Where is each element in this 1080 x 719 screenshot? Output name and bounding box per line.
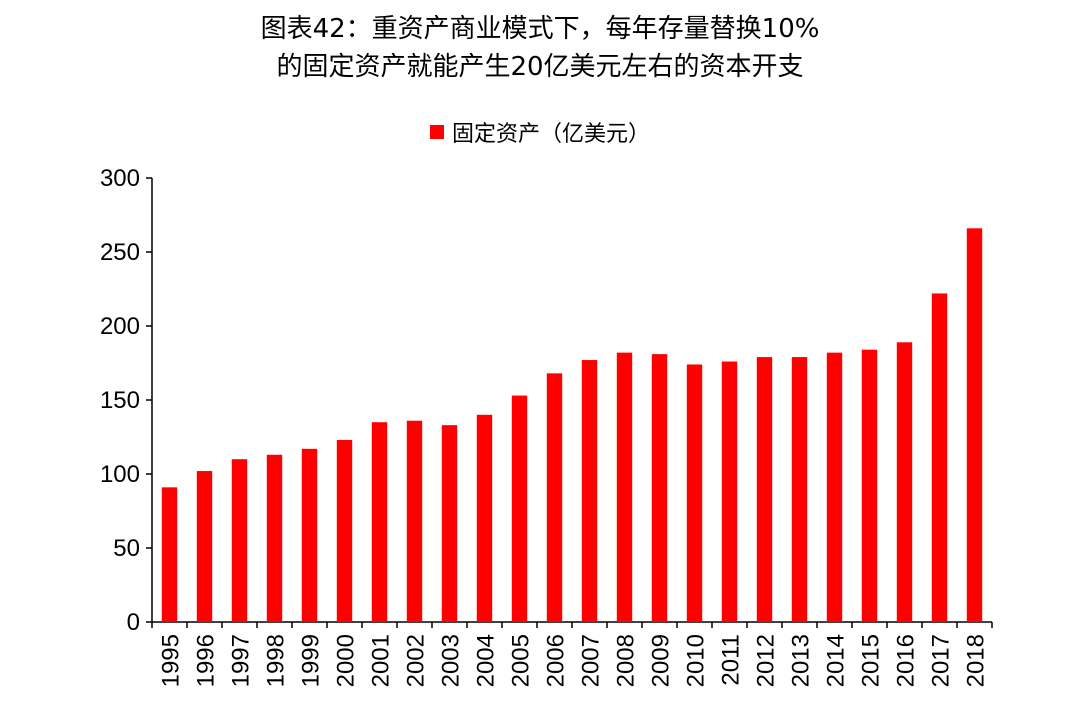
y-tick-label: 150 [100, 387, 140, 414]
bar-2016 [896, 342, 913, 622]
x-tick-label: 2013 [788, 634, 815, 687]
x-tick-label: 2003 [438, 634, 465, 687]
x-tick-label: 1995 [158, 634, 185, 687]
x-tick-label: 2002 [403, 634, 430, 687]
y-tick-label: 200 [100, 313, 140, 340]
y-tick-label: 100 [100, 461, 140, 488]
x-tick-label: 2007 [578, 634, 605, 687]
chart-legend: 固定资产（亿美元） [0, 116, 1080, 148]
bar-2015 [861, 349, 878, 622]
x-tick-label: 1999 [298, 634, 325, 687]
x-tick-label: 2004 [473, 634, 500, 687]
x-tick-label: 2017 [928, 634, 955, 687]
x-tick-label: 2014 [823, 634, 850, 687]
x-tick-label: 2012 [753, 634, 780, 687]
legend-label: 固定资产（亿美元） [451, 122, 650, 147]
y-tick-label: 50 [113, 535, 140, 562]
bar-2017 [931, 293, 948, 622]
bar-2002 [406, 420, 423, 622]
x-tick-label: 2009 [648, 634, 675, 687]
bar-1999 [301, 448, 318, 622]
x-tick-label: 2005 [508, 634, 535, 687]
bar-2009 [651, 354, 668, 622]
y-tick-label: 300 [100, 165, 140, 192]
bar-2018 [966, 228, 983, 622]
x-tick-label: 2011 [718, 634, 745, 686]
legend-swatch [429, 125, 444, 139]
x-tick-label: 2018 [963, 634, 990, 687]
bar-1996 [196, 471, 213, 622]
x-tick-label: 1998 [263, 634, 290, 687]
bar-2001 [371, 422, 388, 622]
bar-1995 [161, 487, 178, 622]
bar-1998 [266, 454, 283, 622]
chart-title-line-2: 的固定资产就能产生20亿美元左右的资本开支 [276, 52, 804, 82]
x-tick-label: 2000 [333, 634, 360, 687]
chart-title-line-1: 图表42：重资产商业模式下，每年存量替换10% [260, 14, 820, 44]
bar-2003 [441, 425, 458, 622]
bar-2000 [336, 439, 353, 622]
bar-2010 [686, 364, 703, 622]
x-tick-label: 2008 [613, 634, 640, 687]
bar-2011 [721, 361, 738, 622]
bar-1997 [231, 459, 248, 622]
bar-2008 [616, 352, 633, 622]
x-tick-label: 2006 [543, 634, 570, 687]
bar-2006 [546, 373, 563, 622]
y-tick-label: 250 [100, 239, 140, 266]
bar-2012 [756, 357, 773, 622]
bar-2013 [791, 357, 808, 622]
y-tick-label: 0 [127, 609, 140, 636]
x-tick-label: 2010 [683, 634, 710, 687]
x-tick-label: 1997 [228, 634, 255, 687]
x-tick-label: 1996 [193, 634, 220, 687]
bar-2007 [581, 360, 598, 622]
x-tick-label: 2016 [893, 634, 920, 687]
bar-2004 [476, 414, 493, 622]
bar-2005 [511, 395, 528, 622]
x-tick-label: 2001 [368, 634, 395, 687]
bar-2014 [826, 352, 843, 622]
x-tick-label: 2015 [858, 634, 885, 687]
